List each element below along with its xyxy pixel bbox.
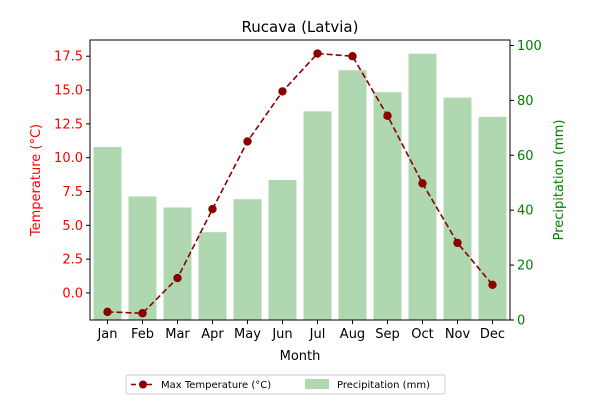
right-tick-label: 60 bbox=[517, 149, 534, 164]
left-tick-label: 5.0 bbox=[62, 219, 83, 234]
precipitation-bar-feb bbox=[128, 196, 157, 320]
legend-line-dot bbox=[139, 380, 147, 389]
x-tick-label-feb: Feb bbox=[131, 327, 154, 342]
x-axis-label: Month bbox=[280, 349, 321, 364]
temperature-line bbox=[107, 52, 494, 315]
x-tick-label-mar: Mar bbox=[165, 327, 190, 342]
x-tick-label-apr: Apr bbox=[201, 327, 224, 342]
x-tick-label-sep: Sep bbox=[375, 327, 400, 342]
precipitation-bar-jul bbox=[303, 111, 332, 320]
precipitation-bar-aug bbox=[338, 70, 367, 320]
x-tick-label-may: May bbox=[234, 327, 261, 342]
legend-bar-swatch bbox=[305, 379, 329, 389]
right-tick-label: 20 bbox=[517, 259, 534, 274]
x-tick-label-jul: Jul bbox=[309, 327, 326, 342]
right-axis-label: Precipitation (mm) bbox=[552, 120, 567, 241]
left-tick-label: 2.5 bbox=[62, 253, 83, 268]
left-tick-label: 12.5 bbox=[54, 117, 83, 132]
chart-title: Rucava (Latvia) bbox=[242, 18, 359, 36]
precipitation-bar-jan bbox=[93, 147, 122, 320]
temperature-line-layer bbox=[103, 49, 497, 318]
temperature-point-jun bbox=[278, 87, 287, 96]
left-tick-label: 10.0 bbox=[54, 151, 83, 166]
left-tick-label: 17.5 bbox=[54, 50, 83, 65]
x-tick-label-oct: Oct bbox=[411, 327, 433, 342]
left-axis-label: Temperature (°C) bbox=[29, 124, 44, 237]
temperature-point-mar bbox=[173, 273, 182, 283]
precipitation-bar-nov bbox=[443, 97, 472, 320]
right-tick-label: 100 bbox=[517, 39, 542, 54]
precipitation-bar-mar bbox=[163, 207, 192, 320]
right-tick-label: 80 bbox=[517, 94, 534, 109]
left-tick-label: 15.0 bbox=[54, 84, 83, 99]
temperature-point-oct bbox=[418, 179, 427, 188]
x-tick-label-jun: Jun bbox=[271, 327, 292, 342]
left-tick-label: 7.5 bbox=[62, 185, 83, 200]
temperature-point-aug bbox=[348, 52, 357, 61]
x-tick-label-dec: Dec bbox=[480, 327, 505, 342]
precipitation-bar-dec bbox=[478, 116, 507, 320]
temperature-point-nov bbox=[453, 238, 462, 248]
temperature-point-sep bbox=[383, 111, 392, 120]
x-tick-label-jan: Jan bbox=[96, 327, 117, 342]
precipitation-bars bbox=[93, 53, 507, 320]
legend-box bbox=[125, 374, 446, 395]
legend: Max Temperature (°C) Precipitation (mm) bbox=[125, 374, 446, 395]
x-tick-label-aug: Aug bbox=[340, 327, 365, 342]
precipitation-bar-sep bbox=[373, 92, 402, 320]
legend-entry-precipitation: Precipitation (mm) bbox=[337, 380, 430, 391]
temperature-point-jan bbox=[103, 307, 112, 317]
temperature-point-apr bbox=[208, 204, 217, 214]
x-tick-label-nov: Nov bbox=[445, 327, 471, 342]
legend-entry-temperature: Max Temperature (°C) bbox=[161, 380, 271, 391]
temperature-point-feb bbox=[138, 309, 147, 318]
temperature-point-jul bbox=[313, 49, 322, 58]
left-tick-label: 0.0 bbox=[62, 286, 83, 301]
temperature-point-may bbox=[243, 137, 252, 146]
right-tick-label: 0 bbox=[517, 314, 525, 329]
plot-frame bbox=[89, 39, 511, 321]
axes: Jan Feb Mar Apr May Jun Jul Aug Sep Oct Nov Dec 0.0 2… bbox=[54, 39, 542, 342]
precipitation-bar-jun bbox=[268, 180, 297, 320]
right-tick-label: 40 bbox=[517, 204, 534, 219]
precipitation-bar-apr bbox=[198, 232, 227, 320]
precipitation-bar-may bbox=[233, 199, 262, 320]
temperature-point-dec bbox=[488, 280, 497, 290]
